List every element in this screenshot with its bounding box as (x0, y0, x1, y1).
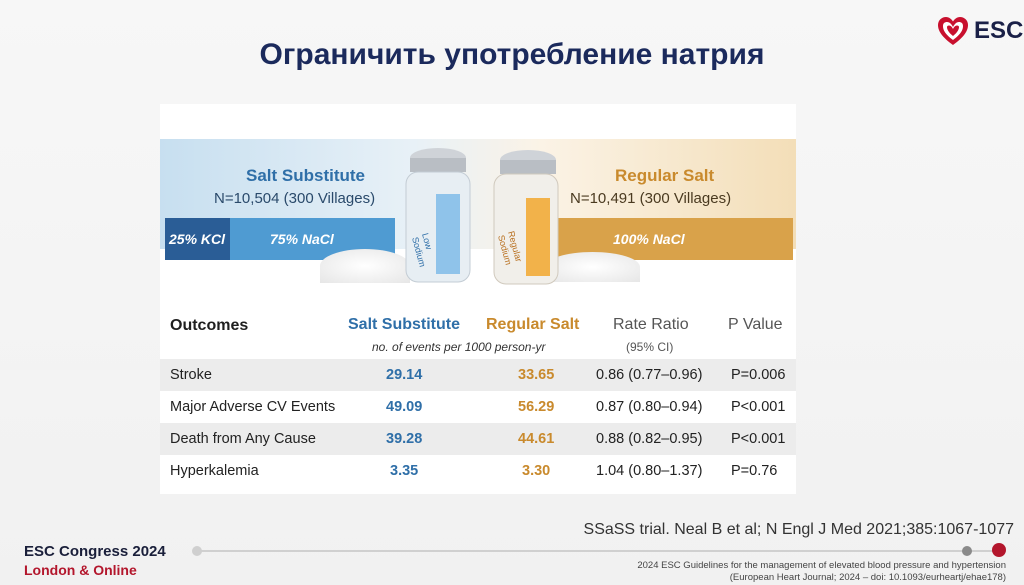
salt-pile-right (545, 252, 640, 282)
row-regular-value: 44.61 (518, 431, 555, 447)
table-row: Major Adverse CV Events 49.09 56.29 0.87… (160, 391, 796, 423)
timeline-end-dot (992, 543, 1006, 557)
header-ci: (95% CI) (626, 340, 674, 354)
header-substitute: Salt Substitute (348, 316, 461, 333)
row-substitute-value: 49.09 (386, 399, 423, 415)
guideline-line-2: (European Heart Journal; 2024 – doi: 10.… (729, 572, 1006, 583)
row-ratio: 1.04 (0.80–1.37) (596, 463, 703, 479)
row-p: P=0.006 (731, 367, 786, 383)
row-outcome: Death from Any Cause (170, 431, 316, 447)
nacl-sub-label: 75% NaCl (270, 231, 334, 247)
table-row: Death from Any Cause 39.28 44.61 0.88 (0… (160, 423, 796, 455)
row-ratio: 0.88 (0.82–0.95) (596, 431, 703, 447)
row-outcome: Hyperkalemia (170, 463, 259, 479)
header-regular: Regular Salt (486, 316, 580, 333)
regular-title: Regular Salt (615, 166, 715, 185)
timeline-mid-dot (962, 546, 972, 556)
row-regular-value: 33.65 (518, 367, 555, 383)
row-substitute-value: 29.14 (386, 367, 423, 383)
guideline-reference: 2024 ESC Guidelines for the management o… (637, 560, 1006, 584)
row-p: P=0.76 (731, 463, 778, 479)
nacl-regular-label: 100% NaCl (613, 231, 685, 247)
slide-title: Ограничить употребление натрия (259, 38, 765, 71)
low-sodium-shaker-icon: Low Sodium (405, 148, 471, 283)
guideline-line-1: 2024 ESC Guidelines for the management o… (637, 560, 1006, 571)
events-note: no. of events per 1000 person-yr (372, 340, 546, 354)
table-row: Hyperkalemia 3.35 3.30 1.04 (0.80–1.37) … (160, 455, 796, 487)
regular-n: N=10,491 (300 Villages) (570, 190, 732, 207)
header-p-value: P Value (728, 316, 783, 333)
row-regular-value: 3.30 (522, 463, 551, 479)
row-p: P<0.001 (731, 431, 786, 447)
row-regular-value: 56.29 (518, 399, 555, 415)
congress-name: ESC Congress 2024 (24, 543, 166, 560)
esc-logo: ESC (936, 14, 1023, 48)
row-ratio: 0.86 (0.77–0.96) (596, 367, 703, 383)
substitute-title: Salt Substitute (246, 166, 366, 185)
logo-text: ESC (974, 17, 1024, 44)
timeline-start-dot (192, 546, 202, 556)
regular-sodium-shaker-icon: Regular Sodium (493, 150, 559, 285)
salt-pile-left (320, 249, 410, 283)
row-p: P<0.001 (731, 399, 786, 415)
row-ratio: 0.87 (0.80–0.94) (596, 399, 703, 415)
kcl-bar: 25% KCl (165, 218, 234, 260)
citation: SSaSS trial. Neal B et al; N Engl J Med … (583, 521, 1014, 538)
row-substitute-value: 39.28 (386, 431, 423, 447)
row-outcome: Major Adverse CV Events (170, 399, 336, 415)
heart-logo-icon (938, 17, 968, 45)
trial-figure: Salt Substitute N=10,504 (300 Villages) … (160, 104, 796, 494)
header-rate-ratio: Rate Ratio (613, 316, 689, 333)
table-row: Stroke 29.14 33.65 0.86 (0.77–0.96) P=0.… (160, 359, 796, 391)
low-sodium-label-1: Low (420, 232, 434, 251)
timeline-bar (196, 550, 1004, 552)
row-substitute-value: 3.35 (390, 463, 419, 479)
header-outcomes: Outcomes (170, 317, 249, 334)
kcl-label: 25% KCl (169, 231, 226, 247)
congress-location: London & Online (24, 562, 137, 578)
row-outcome: Stroke (170, 367, 212, 383)
substitute-n: N=10,504 (300 Villages) (214, 190, 376, 207)
